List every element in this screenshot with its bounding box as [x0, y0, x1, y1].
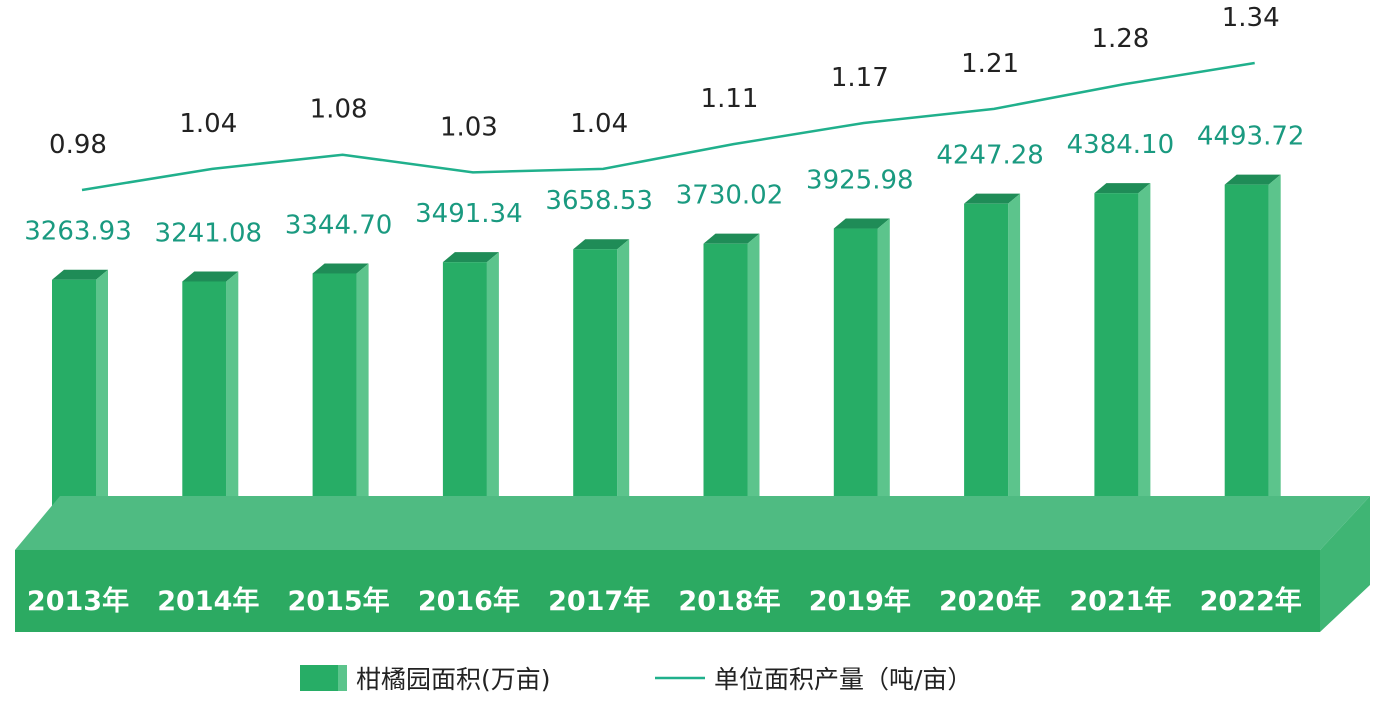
bar: 4493.72	[1197, 122, 1305, 545]
x-tick-label: 2015年	[288, 585, 390, 617]
line-value-label: 1.08	[310, 95, 368, 125]
bar-side	[356, 263, 369, 545]
bar-top	[52, 269, 108, 280]
x-tick-label: 2021年	[1069, 585, 1171, 617]
line-value-label: 1.03	[440, 112, 498, 142]
bar-side	[747, 233, 760, 546]
bar-side	[1008, 193, 1021, 546]
bar-front	[1224, 184, 1269, 545]
bar-side	[226, 271, 239, 545]
bar-side	[617, 239, 630, 546]
bar-value-label: 4384.10	[1067, 130, 1175, 160]
bar-front	[703, 243, 748, 546]
legend-bar-swatch	[300, 665, 338, 691]
bar-value-label: 3730.02	[676, 181, 784, 211]
bar-front	[964, 203, 1009, 546]
x-tick-label: 2019年	[809, 585, 911, 617]
base-top	[15, 496, 1370, 550]
bar-value-label: 3241.08	[155, 218, 263, 248]
legend-line-label: 单位面积产量（吨/亩）	[714, 665, 972, 694]
bars-layer: 3263.93 3241.08 3344.70 3491.34 3658.53 3730.…	[24, 122, 1305, 546]
bar-front	[1094, 193, 1139, 545]
line-layer: 0.98 1.04 1.08 1.03 1.04 1.11 1.17 1.21 1.28 1.34	[49, 3, 1280, 192]
bar-side	[1138, 183, 1151, 545]
x-tick-label: 2013年	[27, 585, 129, 617]
line-value-label: 1.17	[831, 63, 889, 93]
bar-value-label: 4493.72	[1197, 122, 1305, 152]
line-value-label: 1.04	[179, 109, 237, 139]
bar-value-label: 3491.34	[415, 199, 523, 229]
bar-side	[96, 269, 108, 545]
bar-top	[1224, 174, 1281, 185]
x-tick-label: 2017年	[548, 585, 650, 617]
bar: 3344.70	[285, 210, 393, 545]
bar: 4247.28	[936, 141, 1044, 546]
legend-bar-swatch-side	[338, 665, 347, 691]
line-value-label: 1.34	[1222, 3, 1280, 33]
bar-value-label: 3263.93	[24, 217, 132, 247]
bar-top	[1094, 183, 1151, 194]
legend: 柑橘园面积(万亩) 单位面积产量（吨/亩）	[300, 665, 972, 694]
bar-front	[833, 228, 878, 546]
line-value-label: 0.98	[49, 130, 107, 160]
line-value-label: 1.28	[1091, 24, 1149, 54]
x-tick-label: 2018年	[678, 585, 780, 617]
bar-side	[486, 252, 499, 545]
bar-top	[833, 218, 890, 229]
legend-bar-label: 柑橘园面积(万亩)	[356, 665, 551, 694]
line-series	[81, 61, 1255, 192]
bar-value-label: 3925.98	[806, 166, 914, 196]
chart-base-slab	[15, 496, 1370, 632]
bar: 3491.34	[415, 199, 523, 545]
x-tick-labels: 2013年 2014年 2015年 2016年 2017年 2018年 2019年 2020年…	[27, 585, 1302, 617]
line-value-label: 1.04	[570, 109, 628, 139]
bar-front	[573, 249, 618, 546]
line-value-label: 1.21	[961, 49, 1019, 79]
bar: 4384.10	[1067, 130, 1175, 545]
bar-value-label: 4247.28	[936, 141, 1044, 171]
x-tick-label: 2016年	[418, 585, 520, 617]
bar-value-label: 3658.53	[545, 186, 653, 216]
bar-top	[312, 263, 369, 274]
bar-top	[964, 193, 1021, 204]
x-tick-label: 2022年	[1200, 585, 1302, 617]
bar-side	[877, 218, 890, 546]
x-tick-label: 2020年	[939, 585, 1041, 617]
bar: 3658.53	[545, 186, 653, 546]
base-side	[1320, 496, 1370, 632]
base-front	[15, 550, 1320, 632]
x-tick-label: 2014年	[157, 585, 259, 617]
bar-top	[703, 233, 760, 244]
bar: 3925.98	[806, 166, 914, 546]
bar: 3730.02	[676, 181, 784, 546]
bar: 3263.93	[24, 217, 132, 545]
bar-top	[182, 271, 239, 282]
bar-top	[442, 252, 499, 263]
line-value-label: 1.11	[701, 84, 759, 114]
bar-top	[573, 239, 630, 250]
bar-side	[1268, 174, 1281, 545]
bar-value-label: 3344.70	[285, 210, 393, 240]
